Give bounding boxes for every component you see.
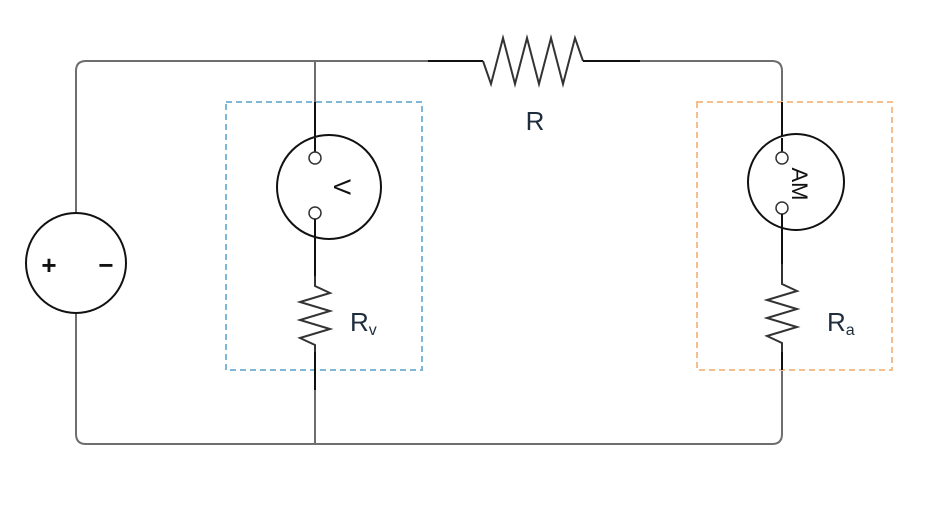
main-loop-wire [75, 60, 783, 445]
resistor-rv: Rv [296, 276, 377, 352]
ammeter: AM [747, 133, 845, 231]
voltmeter-symbol: V [328, 179, 355, 195]
resistor-ra: Ra [763, 264, 855, 352]
ammeter-box [696, 101, 893, 371]
source-plus-sign: + [41, 250, 56, 280]
voltmeter-branch: V Rv [225, 61, 423, 444]
resistor-rv-label: Rv [350, 307, 377, 339]
ammeter-symbol: AM [787, 168, 812, 201]
resistor-ra-label: Ra [827, 307, 855, 339]
voltage-source: + − [25, 212, 127, 314]
ammeter-branch: AM Ra [696, 101, 893, 371]
voltmeter-box [225, 101, 423, 371]
voltmeter: V [276, 134, 382, 240]
resistor-r-label: R [526, 106, 545, 136]
source-minus-sign: − [98, 250, 113, 280]
resistor-r: R [428, 34, 640, 136]
